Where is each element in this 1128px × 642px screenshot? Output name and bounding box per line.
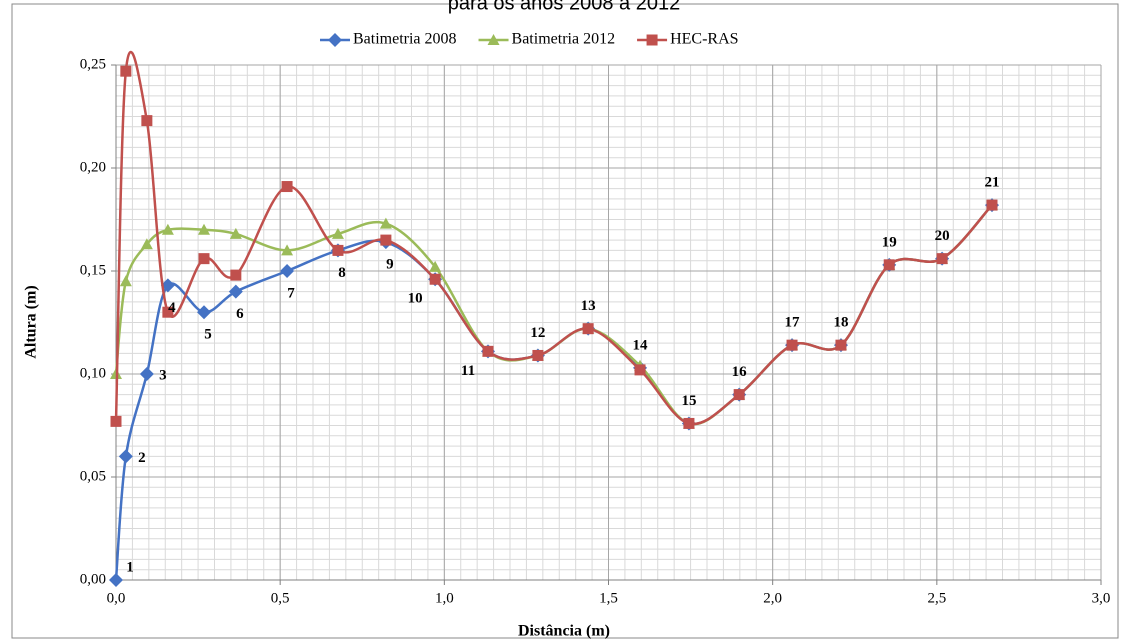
marker	[582, 323, 594, 335]
marker	[482, 345, 494, 357]
marker	[118, 449, 133, 464]
marker	[196, 305, 211, 320]
y-axis-title: Altura (m)	[23, 285, 40, 358]
legend-label: Batimetria 2008	[353, 31, 457, 48]
y-tick-label: 0,20	[80, 159, 106, 175]
marker	[198, 253, 210, 265]
point-label: 17	[785, 315, 801, 331]
series	[110, 51, 998, 429]
y-tick-label: 0,25	[80, 56, 106, 72]
y-tick-label: 0,00	[80, 571, 106, 587]
x-tick-label: 1,5	[599, 590, 618, 606]
chart-border	[11, 3, 1119, 639]
marker	[936, 253, 948, 265]
point-label: 7	[287, 285, 295, 301]
marker	[162, 306, 174, 318]
y-tick-label: 0,10	[80, 365, 106, 381]
marker	[733, 389, 745, 401]
marker	[280, 264, 295, 278]
marker	[429, 260, 442, 272]
marker	[161, 223, 174, 235]
marker	[230, 269, 242, 281]
marker	[229, 227, 242, 239]
marker	[141, 115, 153, 127]
point-label: 13	[581, 298, 596, 314]
point-label: 15	[681, 393, 696, 409]
marker	[197, 223, 210, 235]
marker	[986, 199, 998, 211]
point-label: 5	[204, 327, 212, 343]
point-label: 11	[461, 363, 475, 379]
marker	[228, 284, 243, 299]
marker	[160, 278, 175, 293]
y-tick-label: 0,05	[80, 468, 106, 484]
point-label: 12	[530, 325, 545, 341]
point-label: 18	[833, 315, 848, 331]
point-label: 3	[159, 367, 167, 383]
point-label: 1	[126, 559, 134, 575]
marker	[379, 217, 392, 229]
x-tick-label: 2,5	[927, 590, 946, 606]
marker	[119, 275, 132, 287]
marker	[110, 415, 122, 427]
point-label: 10	[408, 291, 423, 307]
x-tick-label: 0,5	[271, 590, 290, 606]
marker	[487, 34, 500, 45]
marker	[139, 367, 154, 381]
x-tick-label: 2,0	[763, 590, 782, 606]
marker	[140, 238, 153, 250]
marker	[646, 34, 658, 46]
marker	[380, 234, 392, 246]
chart-title: para os anos 2008 a 2012	[448, 0, 680, 14]
point-label: 19	[882, 234, 897, 250]
point-label: 9	[386, 257, 394, 273]
marker	[683, 417, 695, 429]
legend-label: Batimetria 2012	[512, 31, 616, 48]
legend-label: HEC-RAS	[670, 31, 738, 48]
marker	[331, 227, 344, 239]
x-tick-label: 3,0	[1092, 590, 1111, 606]
x-tick-label: 0,0	[107, 590, 126, 606]
marker	[281, 181, 293, 193]
marker	[109, 573, 123, 587]
marker	[429, 273, 441, 285]
marker	[328, 33, 342, 47]
marker	[532, 349, 544, 361]
point-label: 20	[935, 228, 950, 244]
point-label: 8	[338, 265, 346, 281]
marker	[835, 339, 847, 351]
marker	[120, 65, 132, 77]
marker	[281, 244, 294, 256]
marker	[786, 339, 798, 351]
point-label: 6	[236, 306, 244, 322]
point-label: 2	[138, 450, 146, 466]
point-label: 14	[633, 337, 649, 353]
point-label: 16	[732, 364, 748, 380]
marker	[332, 244, 344, 256]
marker	[883, 259, 895, 271]
x-tick-label: 1,0	[435, 590, 454, 606]
point-label: 4	[168, 300, 176, 316]
y-tick-label: 0,15	[80, 262, 106, 278]
x-axis-title: Distância (m)	[518, 623, 610, 640]
point-label: 21	[984, 175, 999, 191]
marker	[634, 364, 646, 376]
